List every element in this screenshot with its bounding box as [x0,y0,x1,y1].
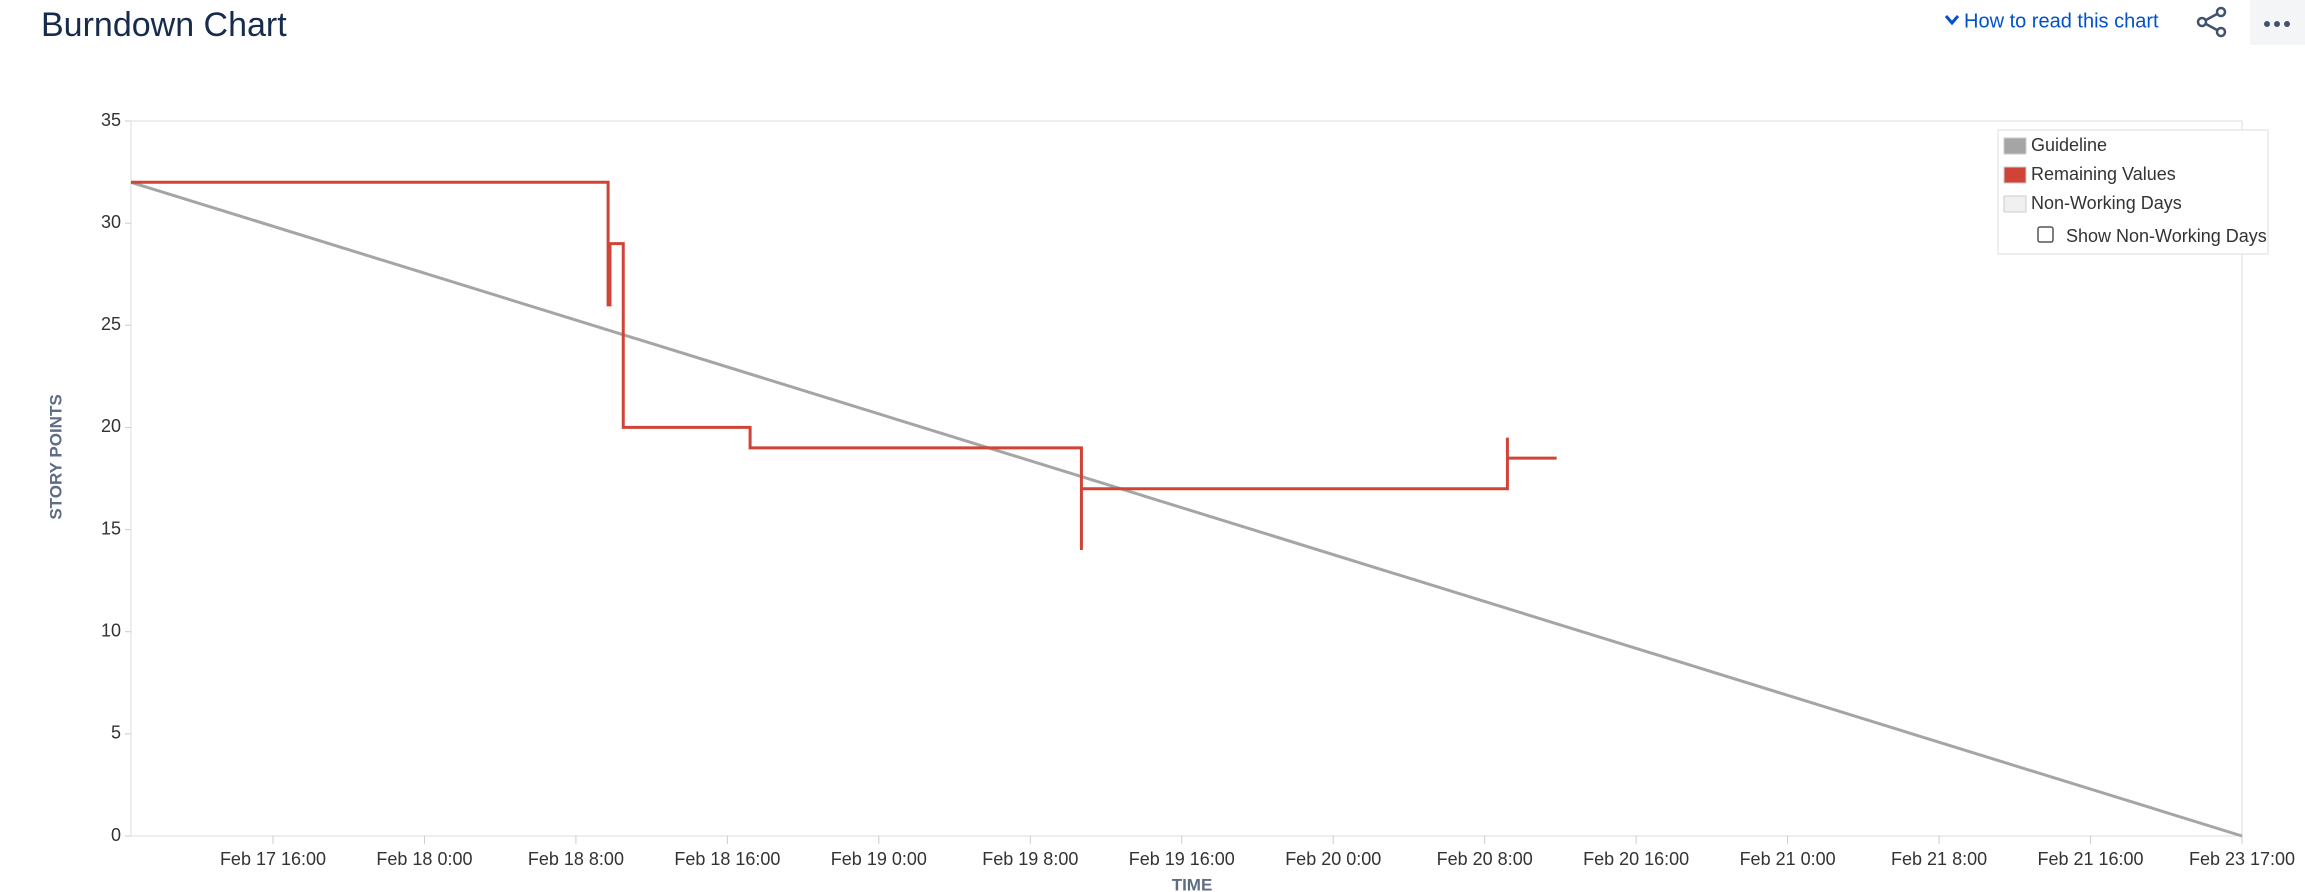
series-line [131,180,1557,550]
chart-title: Burndown Chart [41,6,287,44]
x-tick-label: Feb 21 16:00 [2037,849,2143,869]
x-axis-title: TIME [1172,875,1213,892]
x-tick-label: Feb 18 16:00 [674,849,780,869]
x-tick-label: Feb 23 17:00 [2189,849,2295,869]
legend-label: Remaining Values [2031,164,2176,184]
x-tick-label: Feb 19 0:00 [831,849,927,869]
x-tick-label: Feb 21 8:00 [1891,849,1987,869]
legend-swatch [2003,137,2027,155]
y-tick-label: 5 [111,723,121,743]
help-link[interactable]: How to read this chart [1964,10,2159,32]
x-tick-label: Feb 18 0:00 [376,849,472,869]
y-axis-title: STORY POINTS [46,394,65,519]
y-tick-label: 20 [101,416,121,436]
chevron-icon [1944,15,1960,26]
share-icon[interactable] [2196,6,2227,38]
y-tick-label: 10 [101,620,121,640]
plot-frame [130,120,2243,837]
legend-label: Non-Working Days [2031,193,2182,213]
checkbox-label: Show Non-Working Days [2066,226,2267,246]
more-button[interactable] [2250,0,2305,45]
series-line [130,180,2243,838]
y-tick-label: 35 [101,110,121,130]
x-tick-label: Feb 17 16:00 [220,849,326,869]
y-tick-label: 30 [101,212,121,232]
x-tick-label: Feb 19 8:00 [982,849,1078,869]
y-tick-label: 25 [101,314,121,334]
x-tick-label: Feb 21 0:00 [1740,849,1836,869]
x-tick-label: Feb 20 0:00 [1285,849,1381,869]
x-tick-label: Feb 18 8:00 [528,849,624,869]
legend-label: Guideline [2031,135,2107,155]
y-tick-label: 15 [101,518,121,538]
checkbox[interactable] [2037,226,2054,243]
legend-swatch [2003,166,2027,184]
x-tick-label: Feb 19 16:00 [1129,849,1235,869]
x-tick-label: Feb 20 8:00 [1437,849,1533,869]
y-tick-label: 0 [111,825,121,845]
legend-swatch [2003,195,2027,213]
x-tick-label: Feb 20 16:00 [1583,849,1689,869]
